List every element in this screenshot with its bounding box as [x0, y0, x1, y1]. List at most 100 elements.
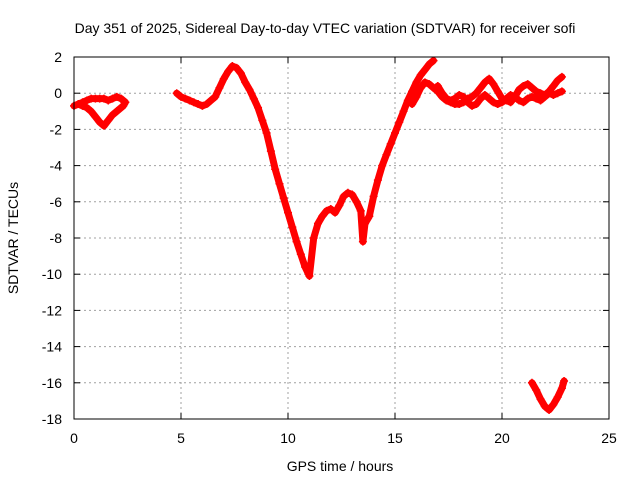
data-point-marker — [408, 100, 417, 109]
data-point-marker — [343, 188, 352, 197]
data-point-marker — [279, 194, 288, 203]
data-point-marker — [189, 98, 198, 107]
data-point-marker — [493, 100, 502, 109]
x-tick-label: 0 — [70, 430, 78, 446]
data-point-marker — [335, 201, 344, 210]
data-point-marker — [527, 83, 536, 92]
y-tick-label: -18 — [42, 411, 62, 427]
data-point-marker — [455, 91, 464, 100]
data-point-marker — [416, 71, 425, 80]
data-point-marker — [540, 402, 549, 411]
data-point-marker — [356, 206, 365, 215]
data-point-marker — [358, 237, 367, 246]
data-point-marker — [395, 118, 404, 127]
data-point-marker — [549, 91, 558, 100]
data-point-marker — [172, 89, 181, 98]
x-tick-label: 15 — [387, 430, 403, 446]
data-point-marker — [489, 80, 498, 89]
data-point-marker — [108, 110, 117, 119]
y-tick-label: -6 — [50, 194, 63, 210]
y-tick-label: 0 — [54, 85, 62, 101]
data-point-marker — [540, 92, 549, 101]
data-series — [433, 81, 566, 110]
y-axis-label: SDTVAR / TECUs — [5, 182, 21, 294]
data-point-marker — [95, 118, 104, 127]
data-point-marker — [382, 150, 391, 159]
data-point-marker — [74, 100, 83, 109]
data-point-marker — [219, 74, 228, 83]
data-point-marker — [506, 91, 515, 100]
data-point-marker — [468, 101, 477, 110]
data-point-marker — [254, 103, 263, 112]
data-point-marker — [262, 129, 271, 138]
data-point-marker — [245, 85, 254, 94]
data-point-marker — [211, 92, 220, 101]
data-point-marker — [361, 219, 370, 228]
data-point-marker — [318, 212, 327, 221]
data-point-marker — [498, 98, 506, 107]
y-tick-label: 2 — [54, 49, 62, 65]
y-tick-label: -8 — [50, 230, 63, 246]
data-point-marker — [266, 147, 275, 156]
data-point-marker — [485, 94, 494, 103]
data-point-marker — [429, 56, 438, 65]
data-point-marker — [502, 94, 511, 103]
data-point-marker — [296, 250, 305, 259]
data-point-marker — [519, 81, 528, 90]
data-point-marker — [108, 94, 117, 103]
data-point-marker — [476, 83, 485, 92]
data-point-marker — [104, 96, 113, 105]
data-point-marker — [408, 87, 417, 96]
data-point-marker — [91, 112, 100, 121]
data-point-marker — [391, 129, 399, 138]
data-point-marker — [104, 116, 113, 125]
data-point-marker — [433, 81, 442, 90]
data-point-marker — [292, 237, 301, 246]
data-point-marker — [352, 197, 361, 206]
x-tick-label: 10 — [280, 430, 296, 446]
data-point-marker — [489, 98, 498, 107]
data-point-marker — [399, 107, 408, 116]
data-point-marker — [523, 80, 532, 89]
data-point-marker — [510, 92, 519, 101]
data-point-marker — [455, 100, 464, 109]
data-point-marker — [472, 89, 481, 98]
data-point-marker — [373, 176, 382, 185]
data-point-marker — [82, 96, 91, 105]
data-point-marker — [215, 83, 224, 92]
data-point-marker — [519, 98, 528, 107]
data-point-marker — [258, 116, 267, 125]
data-point-marker — [117, 94, 126, 103]
data-point-marker — [194, 100, 203, 109]
data-point-marker — [532, 94, 541, 103]
data-series — [527, 376, 569, 414]
data-point-marker — [369, 192, 378, 201]
grid-lines — [74, 57, 609, 419]
data-point-marker — [181, 94, 190, 103]
data-point-marker — [545, 89, 554, 98]
data-point-marker — [331, 208, 340, 217]
data-point-marker — [536, 96, 545, 105]
data-point-marker — [553, 393, 562, 402]
data-point-marker — [527, 378, 536, 387]
chart-title: Day 351 of 2025, Sidereal Day-to-day VTE… — [75, 20, 576, 36]
y-tick-label: -12 — [42, 302, 62, 318]
data-point-marker — [378, 161, 387, 170]
data-point-marker — [532, 386, 541, 395]
data-point-marker — [527, 92, 536, 101]
data-point-marker — [339, 192, 348, 201]
data-point-marker — [485, 74, 494, 83]
data-point-marker — [560, 376, 569, 385]
data-point-marker — [206, 96, 215, 105]
data-point-marker — [309, 234, 318, 242]
data-point-marker — [420, 78, 429, 87]
data-point-marker — [271, 165, 280, 174]
data-point-marker — [305, 272, 314, 281]
data-point-marker — [420, 65, 429, 74]
data-point-marker — [557, 87, 566, 96]
data-point-marker — [472, 100, 481, 109]
data-point-marker — [536, 395, 545, 404]
data-point-marker — [425, 80, 434, 89]
data-point-marker — [249, 94, 258, 103]
